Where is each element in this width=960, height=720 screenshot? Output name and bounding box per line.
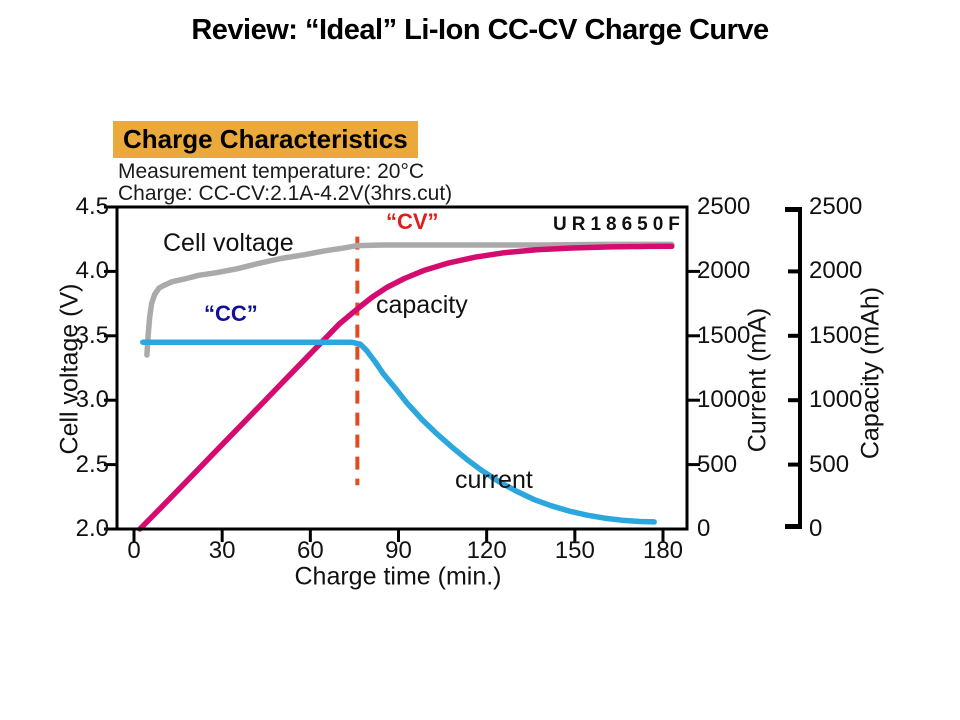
current-curve-label: current — [455, 466, 533, 494]
current-tick-label: 2500 — [697, 193, 751, 220]
current-tick-label: 1500 — [697, 321, 751, 349]
cc-phase-label: “CC” — [204, 301, 258, 326]
x-tick-label: 150 — [554, 537, 595, 564]
x-axis-title: Charge time (min.) — [294, 562, 502, 591]
x-tick-label: 120 — [466, 537, 507, 564]
condition-temperature: Measurement temperature: 20°C — [118, 160, 425, 183]
current-tick-label: 500 — [697, 450, 738, 478]
voltage-axis-title: Cell voltage (V) — [55, 283, 84, 455]
current-tick-label: 0 — [697, 515, 711, 542]
voltage-tick-label: 4.5 — [75, 193, 109, 220]
current-tick-label: 1000 — [697, 386, 751, 414]
capacity-tick-label: 2500 — [809, 193, 863, 220]
condition-charge-spec: Charge: CC-CV:2.1A-4.2V(3hrs.cut) — [118, 182, 453, 205]
current-axis-title: Current (mA) — [743, 307, 772, 453]
capacity-tick-label: 1500 — [809, 321, 863, 349]
capacity-tick-label: 500 — [809, 450, 850, 478]
voltage-tick-label: 3.0 — [75, 386, 109, 414]
battery-model-label: UR18650F — [553, 214, 685, 235]
x-tick-label: 60 — [296, 537, 324, 564]
voltage-tick-label: 2.0 — [75, 515, 109, 542]
voltage-tick-label: 4.0 — [75, 257, 109, 285]
cv-phase-label: “CV” — [386, 209, 439, 234]
x-tick-label: 90 — [385, 537, 412, 564]
voltage-tick-label: 2.5 — [75, 450, 109, 478]
capacity-tick-label: 2000 — [809, 257, 863, 285]
capacity-tick-label: 1000 — [809, 386, 863, 414]
slide-title: Review: “Ideal” Li-Ion CC-CV Charge Curv… — [191, 14, 769, 46]
x-tick-label: 0 — [127, 537, 141, 564]
x-tick-label: 30 — [208, 537, 236, 564]
current-tick-label: 2000 — [697, 257, 751, 285]
chart-header-badge: Charge Characteristics — [113, 121, 418, 158]
x-tick-label: 180 — [642, 537, 684, 564]
capacity-axis-title: Capacity (mAh) — [856, 286, 885, 460]
cell-voltage-curve-label: Cell voltage — [163, 229, 294, 257]
capacity-curve-label: capacity — [376, 291, 468, 319]
capacity-tick-label: 0 — [809, 515, 823, 542]
voltage-tick-label: 3.5 — [75, 321, 109, 349]
